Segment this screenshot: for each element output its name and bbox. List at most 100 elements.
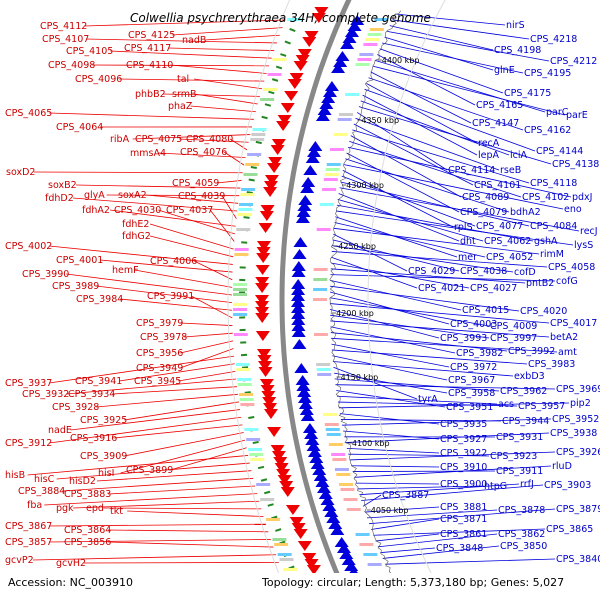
reverse-gene — [303, 165, 317, 175]
gene-label-reverse: lysS — [574, 240, 593, 251]
cog-block — [245, 163, 259, 166]
gene-label-reverse: acs — [498, 399, 514, 410]
gene-label-reverse: cofD — [514, 267, 536, 278]
tick-mark — [249, 180, 255, 181]
gene-label-forward: CPS_3916 — [70, 433, 117, 444]
gene-label-reverse: CPS_4079 — [460, 207, 507, 218]
gene-label-reverse: CPS_3840 — [556, 554, 600, 565]
cog-block — [233, 283, 247, 286]
reverse-gene — [293, 237, 307, 247]
gene-label-reverse: CPS_4017 — [550, 318, 597, 329]
forward-gene — [260, 211, 274, 221]
tick-mark — [285, 41, 291, 43]
gene-label-reverse: CPS_4175 — [504, 88, 551, 99]
cog-block — [236, 368, 250, 371]
gene-label-reverse: CPS_3881 — [440, 502, 487, 513]
gene-label-forward: glyA — [84, 190, 105, 201]
label-connector — [168, 48, 274, 51]
cog-block — [325, 173, 339, 176]
cog-block — [248, 448, 262, 451]
cog-block — [363, 43, 377, 46]
cog-block — [260, 98, 274, 101]
cog-block — [266, 518, 280, 521]
cog-block — [238, 208, 252, 211]
cog-block — [327, 163, 341, 166]
gene-label-reverse: CPS_3879 — [556, 504, 600, 515]
gene-label-reverse: CPS_3926 — [556, 447, 600, 458]
cog-block — [320, 203, 334, 206]
label-connector — [347, 448, 439, 453]
cog-block — [359, 53, 373, 56]
gene-label-forward: CPS_3856 — [64, 537, 111, 548]
gene-label-reverse: CPS_4029 — [408, 266, 455, 277]
gene-label-reverse: CPS_4118 — [530, 178, 577, 189]
gene-label-forward: nadB — [182, 35, 206, 46]
reverse-gene — [294, 363, 308, 373]
gene-label-reverse: CPS_3967 — [448, 375, 495, 386]
cog-block — [324, 178, 338, 181]
cog-block — [272, 538, 286, 541]
cog-block — [317, 228, 331, 231]
cog-block — [278, 553, 292, 556]
cog-block — [239, 393, 253, 396]
cog-block — [317, 368, 331, 371]
gene-label-reverse: CPS_4015 — [462, 305, 509, 316]
label-connector — [97, 471, 251, 481]
gene-label-forward: CPS_3990 — [22, 269, 69, 280]
gene-label-forward: gcvH2 — [56, 558, 86, 569]
cog-block — [313, 278, 327, 281]
map-title: Colwellia psychrerythraea 34H, complete … — [130, 11, 431, 25]
gene-label-reverse: CPS_3931 — [496, 432, 543, 443]
cog-block — [334, 133, 348, 136]
cog-block — [250, 138, 264, 141]
gene-label-forward: CPS_4096 — [75, 74, 122, 85]
gene-label-forward: CPS_3989 — [52, 281, 99, 292]
forward-gene — [271, 145, 285, 155]
gene-label-forward: CPS_4001 — [56, 255, 103, 266]
reverse-gene — [293, 249, 307, 259]
cog-block — [236, 363, 250, 366]
gene-label-reverse: CPS_3993 — [440, 333, 487, 344]
gene-label-reverse: CPS_3861 — [440, 529, 487, 540]
gene-label-reverse: cofG — [556, 276, 578, 287]
gene-label-forward: hemF — [112, 265, 139, 276]
cog-block — [341, 488, 355, 491]
gene-label-forward: CPS_4076 — [180, 147, 227, 158]
gene-label-reverse: CPS_3983 — [528, 359, 575, 370]
gene-label-reverse: exbD3 — [514, 371, 545, 382]
kbp-label: 4300 kbp — [346, 181, 384, 190]
gene-label-forward: CPS_4080 — [186, 134, 233, 145]
kbp-label: 4050 kbp — [371, 506, 409, 515]
cog-block — [240, 403, 254, 406]
gene-label-reverse: CPS_3911 — [496, 466, 543, 477]
gene-label-reverse: CPS_3878 — [498, 505, 545, 516]
gene-label-forward: CPS_3956 — [136, 348, 183, 359]
gene-label-reverse: nirS — [506, 20, 525, 31]
gene-label-reverse: CPS_4165 — [476, 100, 523, 111]
gene-label-reverse: CPS_3922 — [440, 448, 487, 459]
gene-label-reverse: CPS_3938 — [550, 428, 597, 439]
cog-block — [249, 453, 263, 456]
tick-mark — [248, 417, 254, 418]
cog-block — [326, 168, 340, 171]
gene-label-forward: CPS_3912 — [5, 438, 52, 449]
forward-gene — [255, 313, 269, 323]
forward-gene — [276, 121, 290, 131]
cog-block — [325, 423, 339, 426]
tick-mark — [264, 492, 270, 494]
tick-mark — [245, 392, 251, 393]
tick-mark — [244, 217, 250, 218]
reverse-gene — [335, 537, 349, 547]
cog-block — [326, 428, 340, 431]
cog-block — [253, 128, 267, 131]
cog-block — [243, 173, 257, 176]
label-connector — [351, 466, 439, 467]
cog-block — [251, 133, 265, 136]
gene-label-forward: pgk — [56, 503, 74, 514]
gene-label-reverse: CPS_4144 — [536, 146, 583, 157]
tick-mark — [247, 192, 253, 193]
cog-block — [233, 313, 247, 316]
cog-block — [322, 188, 336, 191]
gene-label-reverse: CPS_3972 — [450, 362, 497, 373]
